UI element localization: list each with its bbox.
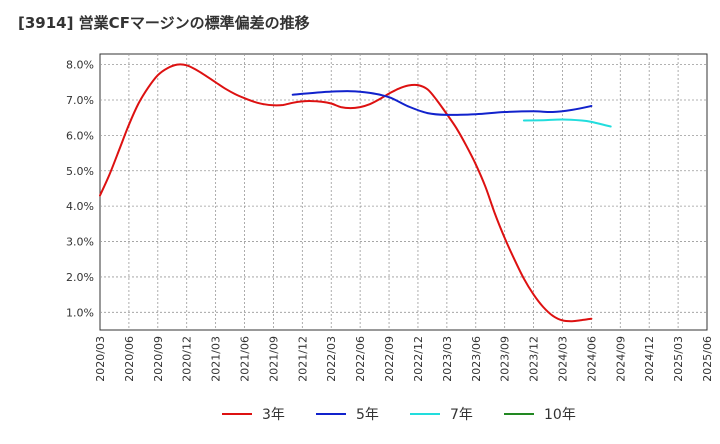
y-tick-label: 6.0% bbox=[66, 129, 94, 142]
x-tick-label: 2020/03 bbox=[94, 336, 107, 382]
x-tick-label: 2023/06 bbox=[470, 336, 483, 382]
x-tick-label: 2021/12 bbox=[296, 336, 309, 382]
x-tick-label: 2025/06 bbox=[701, 336, 714, 382]
grid-lines bbox=[100, 54, 707, 330]
y-axis: 1.0% 2.0% 3.0% 4.0% 5.0% 6.0% 7.0% 8.0% bbox=[66, 59, 94, 320]
x-tick-label: 2021/09 bbox=[267, 336, 280, 382]
y-tick-label: 5.0% bbox=[66, 165, 94, 178]
x-tick-label: 2020/09 bbox=[152, 336, 165, 382]
legend-label-0: 3年 bbox=[262, 407, 285, 423]
x-tick-label: 2023/12 bbox=[528, 336, 541, 382]
y-tick-label: 2.0% bbox=[66, 271, 94, 284]
y-tick-label: 7.0% bbox=[66, 94, 94, 107]
x-tick-label: 2023/09 bbox=[499, 336, 512, 382]
y-tick-label: 8.0% bbox=[66, 59, 94, 72]
series-lines bbox=[99, 63, 612, 323]
x-tick-label: 2022/12 bbox=[412, 336, 425, 382]
x-tick-label: 2024/12 bbox=[643, 336, 656, 382]
series-line-2 bbox=[522, 118, 612, 128]
x-tick-label: 2020/06 bbox=[123, 336, 136, 382]
series-line-0 bbox=[99, 63, 593, 323]
x-tick-label: 2024/09 bbox=[614, 336, 627, 382]
legend-label-3: 10年 bbox=[544, 407, 576, 423]
plot-area bbox=[99, 53, 708, 331]
x-tick-label: 2021/06 bbox=[239, 336, 252, 382]
x-tick-label: 2022/06 bbox=[354, 336, 367, 382]
legend-label-2: 7年 bbox=[450, 407, 473, 423]
legend-label-1: 5年 bbox=[356, 407, 379, 423]
x-tick-label: 2022/03 bbox=[325, 336, 338, 382]
y-tick-label: 4.0% bbox=[66, 200, 94, 213]
x-tick-label: 2024/03 bbox=[556, 336, 569, 382]
series-line-1 bbox=[291, 90, 593, 116]
y-tick-label: 1.0% bbox=[66, 306, 94, 319]
x-tick-label: 2023/03 bbox=[441, 336, 454, 382]
legend: 3年 5年 7年 10年 bbox=[222, 407, 576, 423]
y-tick-label: 3.0% bbox=[66, 236, 94, 249]
chart-title: [3914] 営業CFマージンの標準偏差の推移 bbox=[18, 14, 310, 32]
x-tick-label: 2024/06 bbox=[585, 336, 598, 382]
x-axis: 2020/03 2020/06 2020/09 2020/12 2021/03 2021/… bbox=[94, 336, 714, 382]
x-tick-label: 2022/09 bbox=[383, 336, 396, 382]
x-tick-label: 2020/12 bbox=[181, 336, 194, 382]
x-tick-label: 2021/03 bbox=[210, 336, 223, 382]
x-tick-label: 2025/03 bbox=[672, 336, 685, 382]
